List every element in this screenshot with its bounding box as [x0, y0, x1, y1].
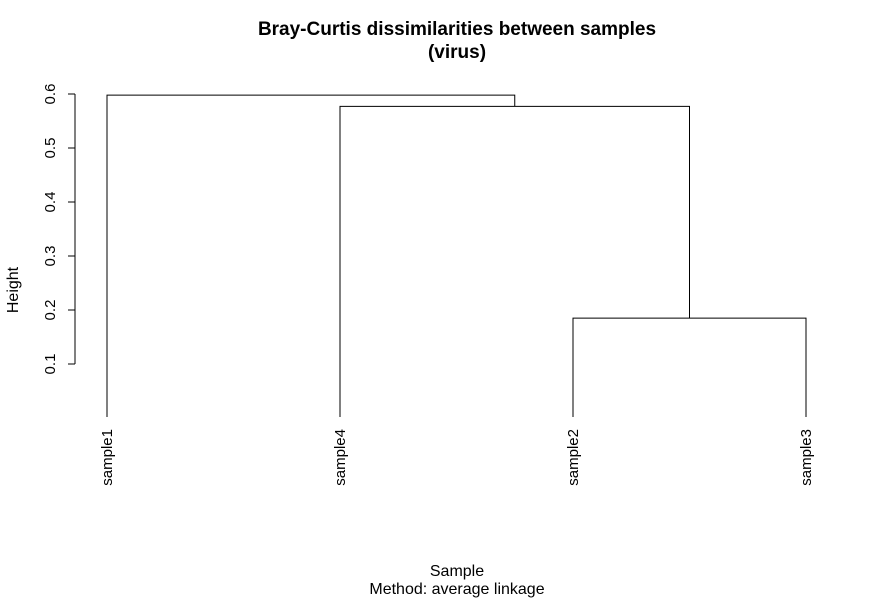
y-tick-label: 0.4 — [42, 192, 59, 213]
dendrogram-link — [106, 94, 516, 417]
method-label: Method: average linkage — [369, 581, 544, 598]
y-tick-label: 0.5 — [42, 138, 59, 159]
y-tick-label: 0.1 — [42, 354, 59, 375]
y-tick-label: 0.3 — [42, 246, 59, 267]
dendrogram-links — [106, 94, 807, 417]
y-tick-label: 0.6 — [42, 84, 59, 105]
leaf-labels: sample1 sample4 sample2 sample3 — [99, 429, 815, 486]
leaf-label: sample2 — [565, 429, 582, 486]
x-axis-label: Sample — [430, 563, 484, 580]
y-tick-label: 0.2 — [42, 300, 59, 321]
chart-title-line2: (virus) — [428, 42, 486, 63]
leaf-label: sample3 — [798, 429, 815, 486]
leaf-label: sample1 — [99, 429, 116, 486]
leaf-label: sample4 — [332, 429, 349, 486]
dendrogram-link — [339, 105, 690, 417]
y-axis-label: Height — [5, 266, 22, 313]
y-axis: 0.1 0.2 0.3 0.4 0.5 0.6 — [42, 84, 76, 375]
dendrogram-link — [572, 317, 807, 417]
chart-title-line1: Bray-Curtis dissimilarities between samp… — [258, 19, 656, 40]
